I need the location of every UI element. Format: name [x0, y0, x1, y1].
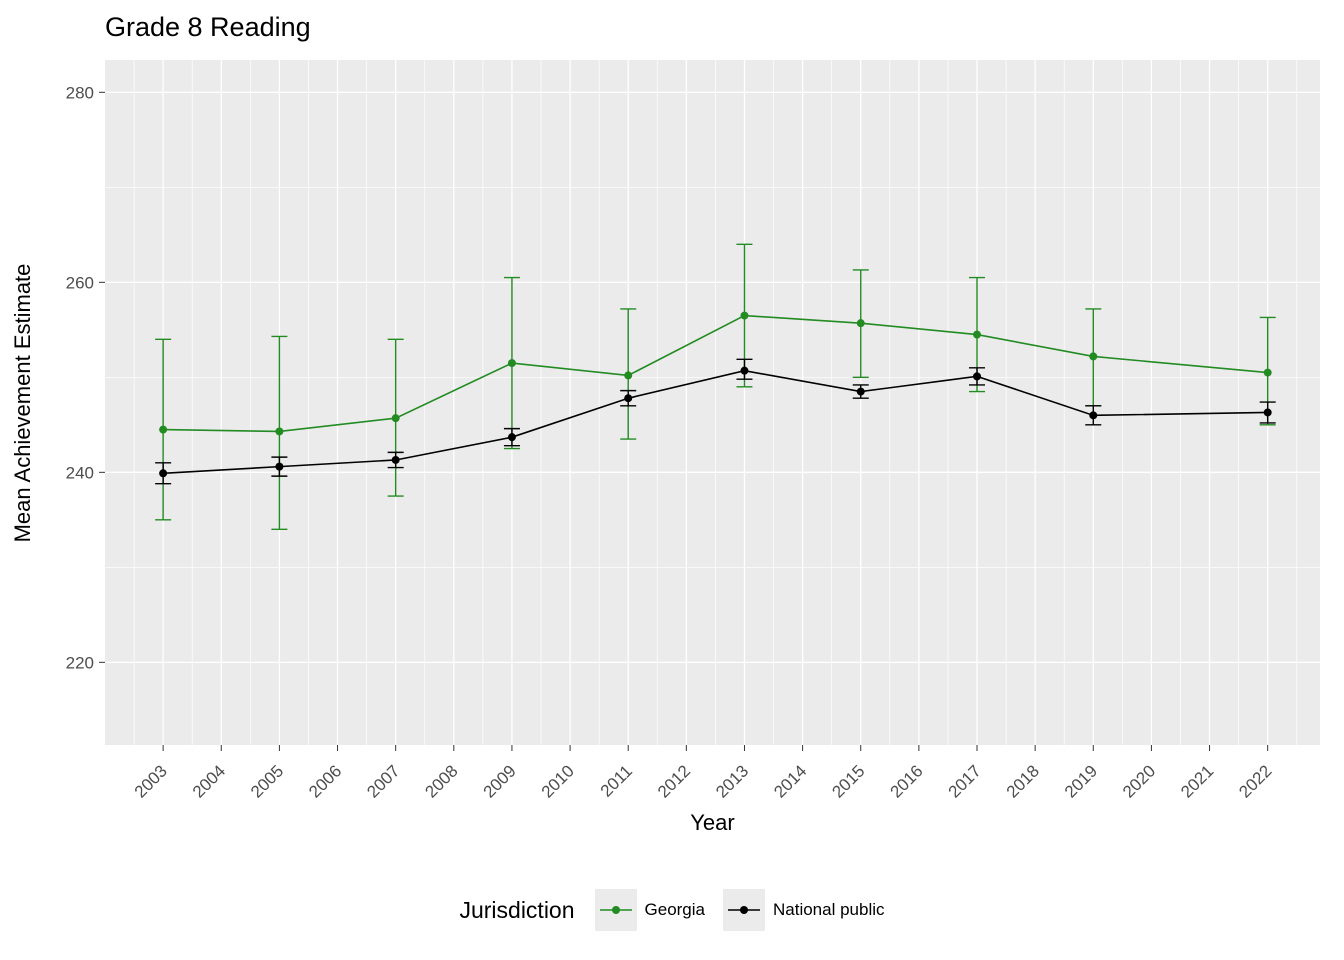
- x-tick-label: 2014: [770, 761, 810, 801]
- x-tick-label: 2004: [189, 761, 229, 801]
- data-point: [159, 469, 168, 478]
- series-national-public: [155, 358, 1276, 485]
- data-point: [1089, 352, 1098, 361]
- x-tick-label: 2020: [1119, 761, 1159, 801]
- data-point: [740, 366, 749, 375]
- data-point: [624, 371, 633, 380]
- data-point: [507, 359, 516, 368]
- x-tick-label: 2013: [712, 761, 752, 801]
- x-tick-label: 2011: [597, 761, 636, 800]
- x-tick-label: 2007: [363, 761, 403, 801]
- data-point: [275, 462, 284, 471]
- series-line: [163, 369, 1268, 475]
- x-tick-label: 2012: [654, 761, 694, 801]
- chart-title: Grade 8 Reading: [105, 12, 311, 42]
- data-point: [159, 425, 168, 434]
- x-tick-label: 2008: [421, 761, 461, 801]
- series-line: [163, 314, 1268, 433]
- legend-label: Georgia: [644, 900, 705, 919]
- x-tick-label: 2019: [1061, 761, 1101, 801]
- line-chart: 2003 2004 2005 2006 2007 2008 2009 2010 2011 2012…: [66, 60, 1320, 802]
- x-tick-label: 2022: [1235, 761, 1275, 801]
- data-point: [740, 311, 749, 320]
- legend-label: National public: [773, 900, 885, 919]
- y-tick-label: 260: [66, 273, 94, 292]
- x-tick-label: 2009: [480, 761, 520, 801]
- legend-key-icon: [723, 889, 765, 931]
- legend-key-icon: [594, 889, 637, 931]
- x-tick-label: 2018: [1003, 761, 1043, 801]
- y-tick-label: 240: [66, 463, 94, 482]
- x-tick-label: 2003: [131, 761, 171, 801]
- data-point: [507, 433, 516, 442]
- data-point: [275, 427, 284, 436]
- series-georgia: [155, 243, 1276, 531]
- data-point: [1263, 368, 1272, 377]
- x-tick-label: 2010: [538, 761, 578, 801]
- x-tick-label: 2021: [1177, 761, 1217, 801]
- data-point: [973, 330, 982, 339]
- x-tick-label: 2006: [305, 761, 345, 801]
- x-tick-label: 2015: [828, 761, 868, 801]
- data-point: [1263, 408, 1272, 417]
- y-tick-label: 280: [66, 83, 94, 102]
- data-point: [624, 394, 633, 403]
- x-tick-label: 2017: [945, 761, 985, 801]
- legend-entries: Georgia National public: [594, 889, 885, 931]
- legend: Jurisdiction Georgia National public: [0, 882, 1344, 938]
- data-point: [391, 455, 400, 464]
- y-tick-label: 220: [66, 653, 94, 672]
- legend-title: Jurisdiction: [459, 896, 575, 923]
- data-point: [391, 414, 400, 423]
- data-point: [973, 372, 982, 381]
- legend-entry: Georgia: [594, 889, 705, 931]
- data-point: [1089, 411, 1098, 420]
- legend-entry: National public: [723, 889, 885, 931]
- data-point: [856, 319, 865, 328]
- x-tick-label: 2005: [247, 761, 287, 801]
- plot-panel: [105, 60, 1320, 745]
- data-point: [856, 387, 865, 396]
- x-axis-label: Year: [690, 810, 735, 835]
- x-tick-label: 2016: [887, 761, 927, 801]
